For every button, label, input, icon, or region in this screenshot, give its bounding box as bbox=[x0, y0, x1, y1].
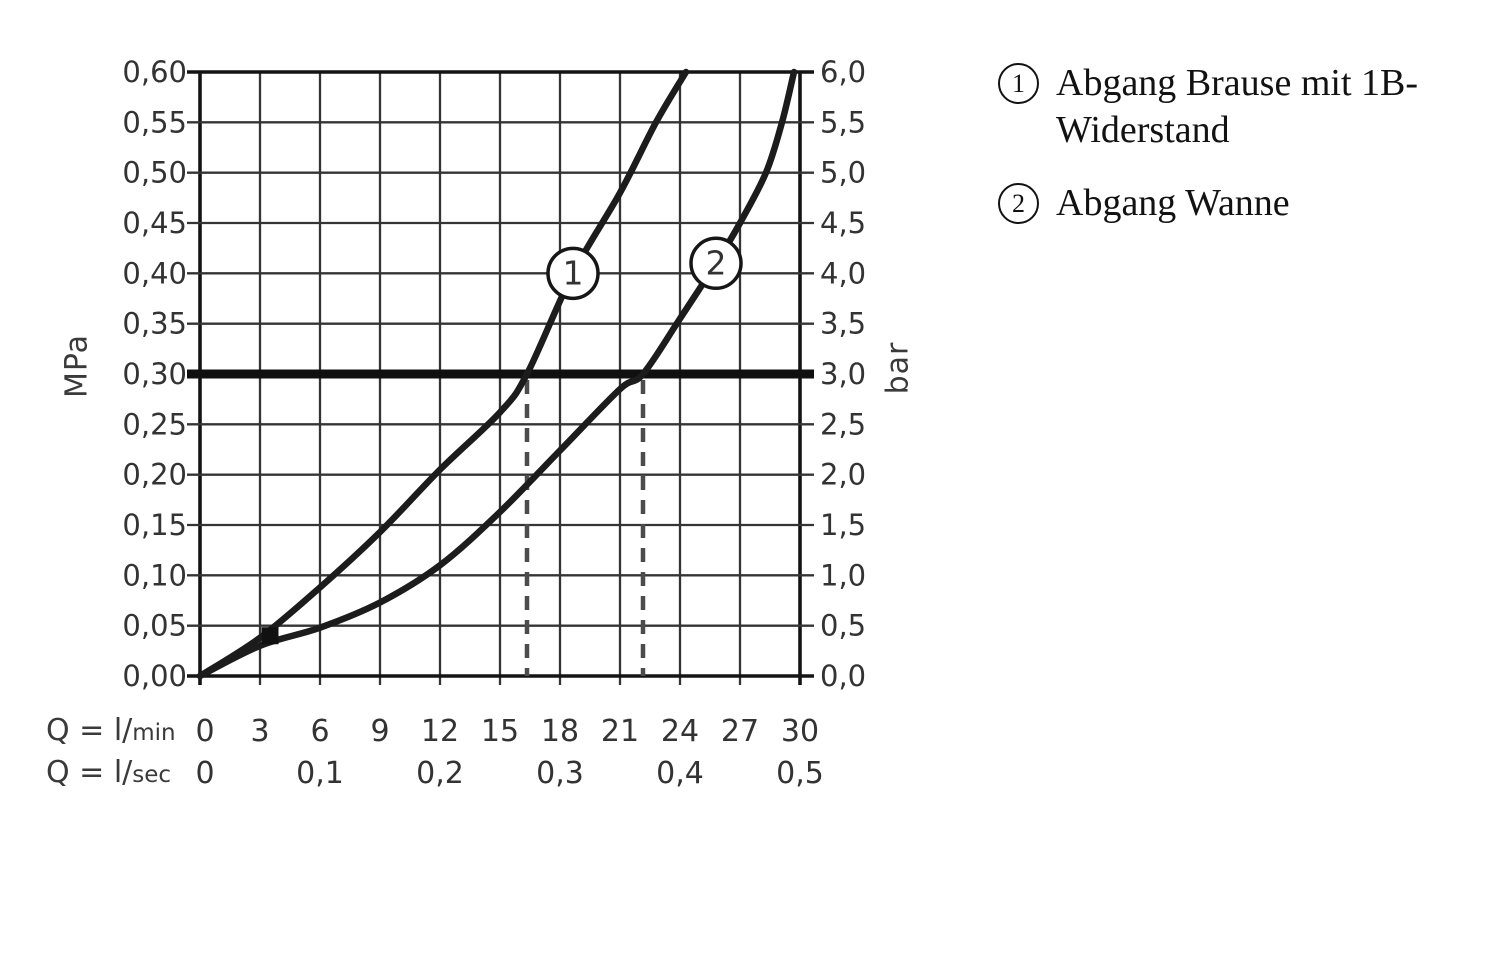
y-tick-bar: 0,5 bbox=[820, 609, 866, 643]
legend-text-1: Abgang Brause mit 1B- Widerstand bbox=[1056, 60, 1418, 154]
bar-label: bar bbox=[880, 341, 916, 395]
y-tick-bar: 3,5 bbox=[820, 307, 866, 341]
y-tick-bar: 1,5 bbox=[820, 508, 866, 542]
x-tick-lsec: 0 bbox=[195, 756, 214, 791]
x-tick-lsec: 0,5 bbox=[776, 756, 824, 791]
x-axis-secondary-unit: Q = l/sec bbox=[46, 755, 171, 790]
x-tick-lmin: 18 bbox=[541, 714, 579, 749]
y-tick-mpa: 0,25 bbox=[122, 407, 187, 441]
y-tick-mpa: 0,30 bbox=[122, 357, 187, 391]
legend-badge-1-number: 1 bbox=[1012, 68, 1025, 98]
flow-pressure-chart: 1 20,600,550,500,450,400,350,300,250,200,… bbox=[122, 55, 866, 791]
y-tick-bar: 2,0 bbox=[820, 458, 866, 492]
curve-1 bbox=[196, 68, 690, 680]
x-tick-lsec: 0,1 bbox=[296, 756, 344, 791]
right-axis-unit-label: bar bbox=[881, 342, 916, 395]
x-axis-primary-unit: Q = l/min bbox=[46, 713, 176, 748]
x-tick-lmin: 3 bbox=[250, 714, 269, 749]
x-tick-lsec: 0,3 bbox=[536, 756, 584, 791]
y-tick-mpa: 0,35 bbox=[122, 307, 187, 341]
y-tick-bar: 0,0 bbox=[820, 659, 866, 693]
q-lmin-prefix: Q = l/ bbox=[46, 713, 133, 748]
y-tick-bar: 6,0 bbox=[820, 55, 866, 89]
x-tick-lmin: 30 bbox=[781, 714, 819, 749]
y-tick-bar: 5,0 bbox=[820, 156, 866, 190]
y-tick-mpa: 0,15 bbox=[122, 508, 187, 542]
y-tick-bar: 5,5 bbox=[820, 105, 866, 139]
y-tick-mpa: 0,05 bbox=[122, 609, 187, 643]
q-lsec-prefix: Q = l/ bbox=[46, 755, 133, 790]
y-tick-bar: 4,0 bbox=[820, 256, 866, 290]
y-tick-bar: 1,0 bbox=[820, 558, 866, 592]
legend-item-1: 1 Abgang Brause mit 1B- Widerstand bbox=[998, 60, 1418, 154]
curve-badge-number-1: 1 bbox=[563, 253, 584, 292]
y-tick-mpa: 0,55 bbox=[122, 105, 187, 139]
curve-2 bbox=[196, 68, 798, 680]
left-axis-unit-label: MPa bbox=[60, 334, 95, 398]
legend-text-1-line1: Abgang Brause mit 1B- bbox=[1056, 62, 1419, 104]
y-tick-mpa: 0,50 bbox=[122, 156, 187, 190]
legend-badge-2-icon: 2 bbox=[998, 183, 1039, 224]
y-tick-mpa: 0,10 bbox=[122, 558, 187, 592]
y-tick-bar: 3,0 bbox=[820, 357, 866, 391]
x-tick-lmin: 21 bbox=[601, 714, 639, 749]
x-tick-lmin: 27 bbox=[721, 714, 759, 749]
y-tick-bar: 2,5 bbox=[820, 407, 866, 441]
q-lsec-unit: sec bbox=[132, 762, 172, 788]
curve-badge-circle-2 bbox=[689, 236, 743, 291]
start-marker-square bbox=[261, 627, 279, 645]
y-tick-mpa: 0,60 bbox=[122, 55, 187, 89]
q-lmin-unit: min bbox=[132, 720, 176, 746]
x-tick-lmin: 9 bbox=[370, 714, 389, 749]
legend-badge-2-number: 2 bbox=[1012, 188, 1025, 218]
curve-badge-number-2: 2 bbox=[706, 243, 727, 282]
legend-text-1-line2: Widerstand bbox=[1056, 109, 1230, 151]
y-tick-bar: 4,5 bbox=[820, 206, 866, 240]
y-tick-mpa: 0,00 bbox=[122, 659, 187, 693]
x-tick-lmin: 15 bbox=[481, 714, 519, 749]
x-tick-lmin: 12 bbox=[421, 714, 459, 749]
legend-text-2: Abgang Wanne bbox=[1056, 180, 1290, 227]
curve-badge-circle-1 bbox=[546, 246, 600, 301]
x-tick-lmin: 0 bbox=[195, 714, 214, 749]
y-tick-mpa: 0,45 bbox=[122, 206, 187, 240]
y-tick-mpa: 0,40 bbox=[122, 256, 187, 290]
legend-badge-1-icon: 1 bbox=[998, 63, 1039, 104]
y-tick-mpa: 0,20 bbox=[122, 458, 187, 492]
x-tick-lmin: 24 bbox=[661, 714, 699, 749]
x-tick-lsec: 0,4 bbox=[656, 756, 704, 791]
mpa-label: MPa bbox=[59, 333, 95, 399]
legend: 1 Abgang Brause mit 1B- Widerstand 2 Abg… bbox=[998, 60, 1418, 253]
legend-item-2: 2 Abgang Wanne bbox=[998, 180, 1418, 227]
x-tick-lmin: 6 bbox=[310, 714, 329, 749]
x-tick-lsec: 0,2 bbox=[416, 756, 464, 791]
legend-text-2-line1: Abgang Wanne bbox=[1056, 182, 1290, 224]
